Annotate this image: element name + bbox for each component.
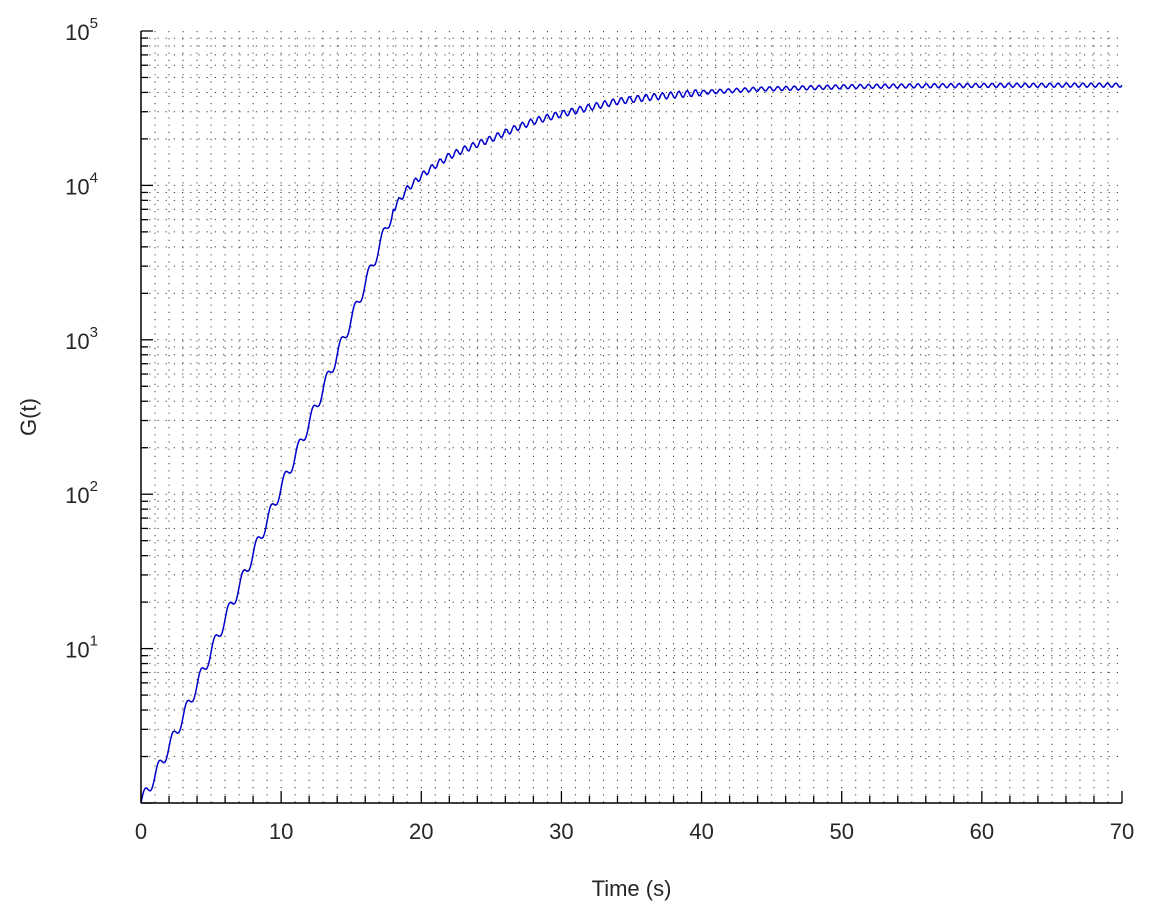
- x-tick-label: 40: [689, 819, 713, 844]
- y-tick-label: 105: [65, 15, 98, 45]
- x-tick-label: 50: [829, 819, 853, 844]
- y-tick-exponent: 3: [90, 324, 98, 341]
- series-line-0: [140, 82, 1123, 804]
- y-tick-exponent: 1: [90, 633, 98, 650]
- x-tick-label: 10: [269, 819, 293, 844]
- x-tick-label: 20: [409, 819, 433, 844]
- y-tick-exponent: 2: [90, 478, 98, 495]
- y-tick-label: 103: [65, 324, 98, 354]
- y-tick-label: 102: [65, 478, 98, 508]
- x-axis-label: Time (s): [592, 876, 672, 901]
- x-tick-label: 0: [135, 819, 147, 844]
- y-tick-label: 101: [65, 633, 98, 663]
- y-tick-base: 10: [65, 329, 89, 354]
- x-tick-label: 70: [1110, 819, 1134, 844]
- y-axis-label: G(t): [16, 398, 41, 436]
- axes: [140, 30, 1123, 804]
- series-layer: [140, 82, 1123, 804]
- y-tick-base: 10: [65, 174, 89, 199]
- y-tick-label: 104: [65, 169, 98, 199]
- x-tick-label: 60: [970, 819, 994, 844]
- y-tick-base: 10: [65, 483, 89, 508]
- y-tick-base: 10: [65, 20, 89, 45]
- y-tick-base: 10: [65, 638, 89, 663]
- y-tick-exponent: 4: [90, 169, 98, 186]
- x-tick-label: 30: [549, 819, 573, 844]
- y-tick-exponent: 5: [90, 15, 98, 32]
